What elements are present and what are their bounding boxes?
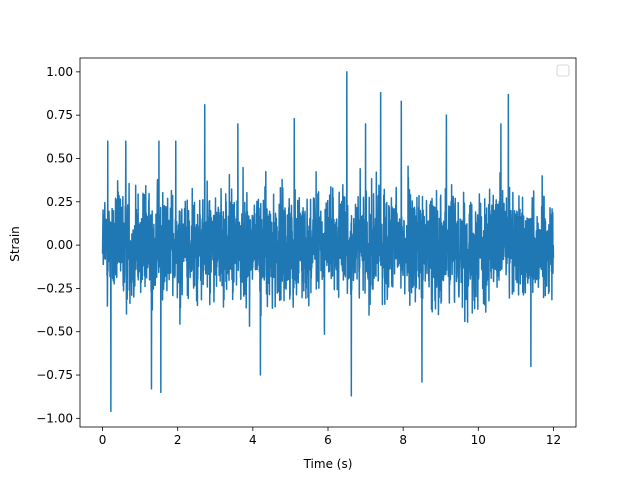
strain-series-line [101, 71, 555, 413]
y-tick-label: 0.00 [46, 238, 73, 252]
y-axis-label: Strain [8, 226, 22, 262]
y-tick-label: 0.50 [46, 151, 73, 165]
x-axis-label: Time (s) [303, 457, 353, 471]
x-tick-label: 12 [546, 433, 561, 447]
y-tick-label: 0.75 [46, 108, 73, 122]
series-layer [101, 71, 555, 413]
y-tick-label: 1.00 [46, 65, 73, 79]
y-tick-label: −0.75 [36, 368, 73, 382]
x-tick-label: 10 [471, 433, 486, 447]
y-tick-label: 0.25 [46, 195, 73, 209]
x-tick-label: 0 [99, 433, 107, 447]
x-tick-label: 6 [324, 433, 332, 447]
y-axis-ticks: −1.00 −0.75 −0.50 −0.25 0.00 0.25 0.50 0.75 1.00 [36, 65, 80, 425]
y-tick-label: −0.25 [36, 281, 73, 295]
y-tick-label: −1.00 [36, 411, 73, 425]
x-tick-label: 2 [174, 433, 182, 447]
x-axis-ticks: 0 2 4 6 8 10 12 [99, 427, 561, 447]
legend-box [556, 64, 570, 77]
x-tick-label: 8 [399, 433, 407, 447]
x-tick-label: 4 [249, 433, 257, 447]
y-tick-label: −0.50 [36, 325, 73, 339]
